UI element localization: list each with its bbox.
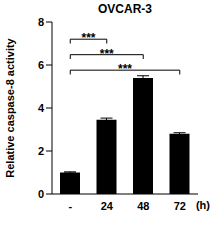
svg-text:2: 2 <box>38 145 44 157</box>
svg-text:***: *** <box>100 47 114 61</box>
svg-text:4: 4 <box>38 102 45 114</box>
svg-text:8: 8 <box>38 16 44 28</box>
svg-text:48: 48 <box>137 200 149 212</box>
svg-text:***: *** <box>118 62 132 76</box>
svg-text:(h): (h) <box>196 199 204 211</box>
svg-text:***: *** <box>81 31 95 45</box>
svg-text:72: 72 <box>174 200 186 212</box>
svg-text:6: 6 <box>38 59 44 71</box>
html-text:OVCAR-3: OVCAR-3 <box>98 2 152 16</box>
svg-text:0: 0 <box>38 188 44 200</box>
svg-text:-: - <box>68 200 72 212</box>
svg-text:Relative caspase-8 activity: Relative caspase-8 activity <box>8 37 16 177</box>
svg-text:24: 24 <box>101 200 114 212</box>
